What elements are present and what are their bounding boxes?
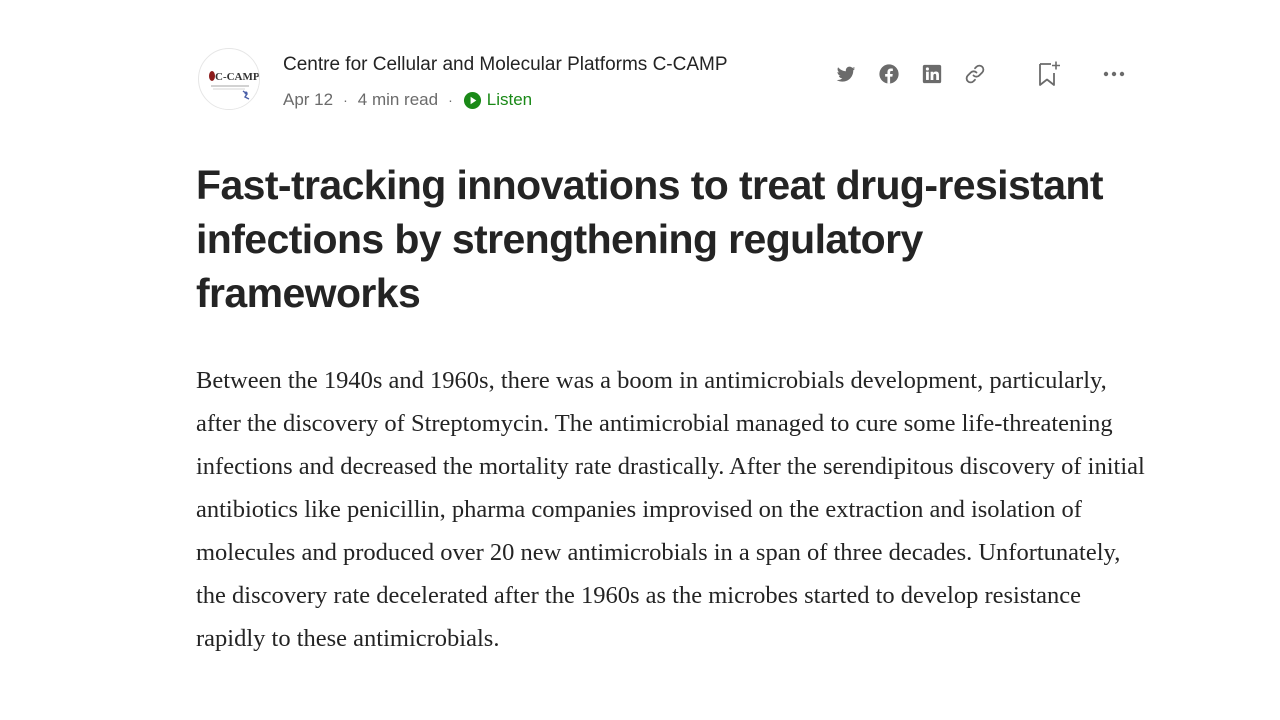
article-meta: Apr 12 · 4 min read · Listen — [283, 89, 532, 111]
author-avatar[interactable]: C-CAMP — [198, 48, 260, 110]
facebook-icon — [879, 64, 899, 84]
meta-separator: · — [448, 92, 453, 108]
twitter-icon — [836, 66, 856, 82]
more-icon — [1103, 71, 1125, 77]
share-twitter-button[interactable] — [832, 60, 860, 88]
avatar-text: C-CAMP — [215, 71, 260, 83]
article-paragraph: Between the 1940s and 1960s, there was a… — [196, 367, 1145, 652]
read-time: 4 min read — [357, 90, 439, 109]
more-options-button[interactable] — [1100, 60, 1128, 88]
share-facebook-button[interactable] — [875, 60, 903, 88]
listen-button[interactable]: Listen — [463, 90, 532, 110]
link-icon — [965, 64, 985, 84]
copy-link-button[interactable] — [961, 60, 989, 88]
author-name[interactable]: Centre for Cellular and Molecular Platfo… — [283, 54, 728, 75]
listen-label: Listen — [486, 90, 533, 109]
article-title: Fast-tracking innovations to treat drug-… — [196, 162, 1104, 316]
meta-separator: · — [343, 92, 348, 108]
bookmark-button[interactable] — [1035, 60, 1063, 88]
linkedin-icon — [922, 64, 942, 84]
c-camp-logo-icon: C-CAMP — [200, 50, 260, 109]
play-circle-icon — [463, 91, 481, 109]
publish-date: Apr 12 — [283, 90, 334, 109]
bookmark-add-icon — [1039, 61, 1060, 86]
share-linkedin-button[interactable] — [918, 60, 946, 88]
